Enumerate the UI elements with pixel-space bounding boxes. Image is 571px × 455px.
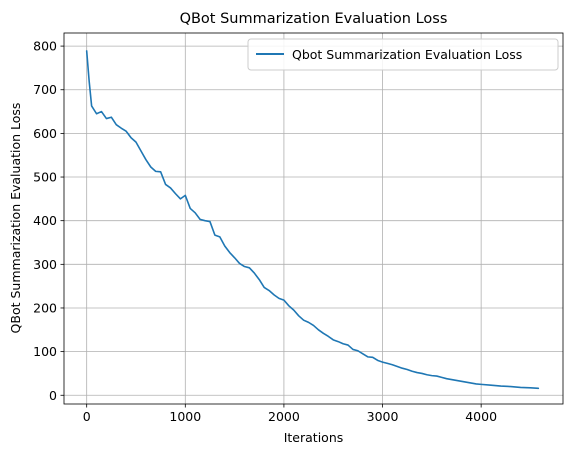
y-tick-label: 500 (33, 170, 57, 185)
x-axis: 0 1000 2000 3000 4000 (83, 404, 497, 424)
chart-title: QBot Summarization Evaluation Loss (180, 11, 448, 27)
y-tick-label: 800 (33, 39, 57, 54)
y-tick-label: 200 (33, 300, 57, 315)
x-tick-label: 1000 (169, 409, 201, 424)
series-line (85, 50, 540, 390)
y-axis: 0 100 200 300 400 500 600 700 800 (33, 39, 64, 403)
y-tick-label: 100 (33, 344, 57, 359)
y-tick-label: 300 (33, 257, 57, 272)
legend: Qbot Summarization Evaluation Loss (247, 38, 559, 71)
x-axis-label: Iterations (284, 430, 344, 445)
legend-label: Qbot Summarization Evaluation Loss (292, 47, 522, 62)
y-tick-label: 700 (33, 82, 57, 97)
x-tick-label: 0 (83, 409, 91, 424)
series-layer (85, 50, 540, 390)
plot-frame (63, 32, 564, 405)
y-tick-label: 600 (33, 126, 57, 141)
x-tick-label: 4000 (465, 409, 497, 424)
x-tick-label: 2000 (268, 409, 300, 424)
y-axis-label: QBot Summarization Evaluation Loss (8, 103, 23, 334)
y-tick-label: 400 (33, 213, 57, 228)
x-tick-label: 3000 (367, 409, 399, 424)
y-tick-label: 0 (49, 388, 57, 403)
legend-box (247, 38, 559, 71)
